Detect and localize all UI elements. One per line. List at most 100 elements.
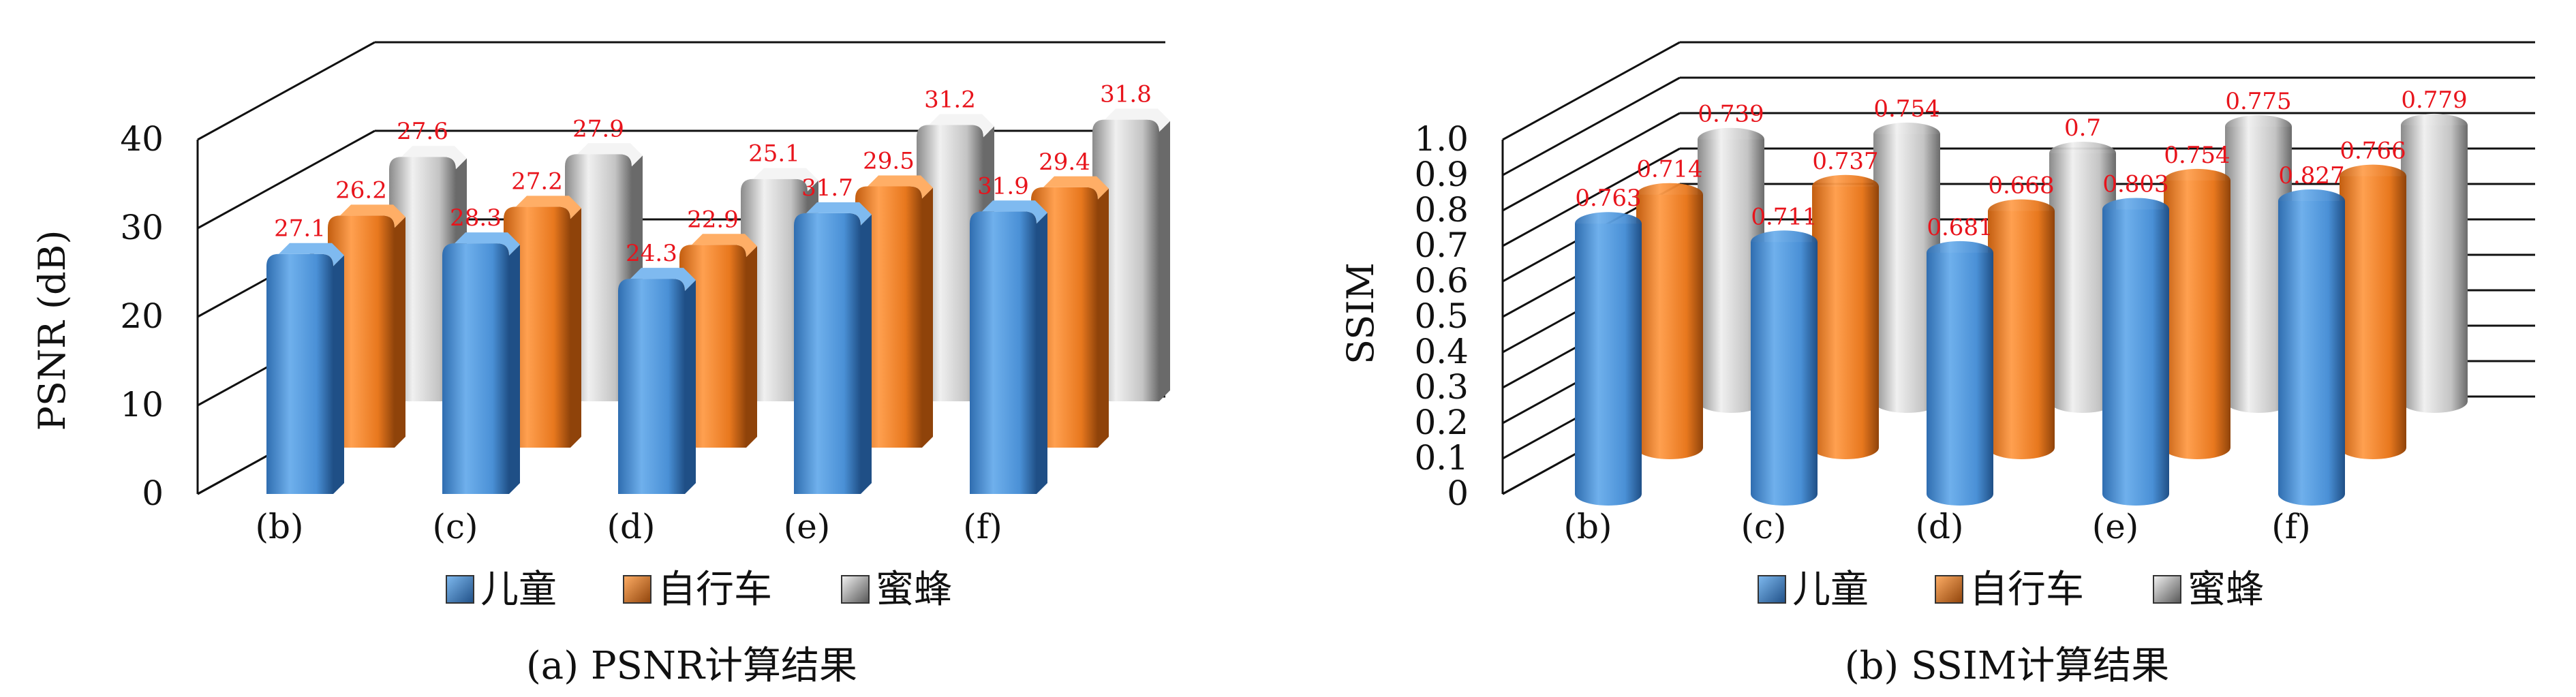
bar-bee-2 — [741, 179, 808, 401]
y-tick-label: 0 — [142, 474, 164, 513]
legend-label-bee: 蜜蜂 — [876, 568, 952, 612]
bar-bicycle-3-top — [2164, 168, 2230, 192]
gridline-diagonal — [197, 41, 375, 141]
y-tick-label: 40 — [120, 119, 164, 159]
bar-children-2 — [1927, 252, 1993, 506]
y-tick-label: 10 — [120, 385, 164, 424]
value-label-children-2: 24.3 — [626, 240, 677, 267]
bar-bee-1 — [1873, 134, 1940, 414]
x-tick-label: (d) — [607, 507, 655, 546]
bar-children-1 — [442, 243, 509, 494]
legend-label-children: 儿童 — [480, 568, 557, 612]
bar-bicycle-1-top — [1812, 174, 1879, 198]
value-label-bicycle-0: 26.2 — [335, 176, 387, 204]
legend-swatch-children — [446, 575, 474, 604]
value-label-children-0: 0.763 — [1575, 185, 1641, 212]
gridline-diagonal — [1502, 147, 1681, 247]
bar-bee-2-top — [2049, 142, 2116, 165]
bar-children-4-top — [982, 200, 1047, 224]
value-label-children-1: 0.711 — [1751, 203, 1817, 230]
bar-bicycle-3 — [2164, 180, 2230, 459]
ssim-chart: 00.10.20.30.40.50.60.70.80.91.0SSIM0.739… — [1339, 41, 2535, 546]
legend-swatch-bicycle — [623, 575, 651, 604]
bar-bicycle-4 — [2340, 176, 2406, 459]
bar-children-4-side — [1037, 213, 1047, 494]
bar-bee-1-top — [1873, 122, 1940, 146]
bar-bicycle-1-top — [516, 196, 581, 219]
y-tick-label: 1.0 — [1414, 119, 1469, 159]
x-tick-label: (e) — [2092, 507, 2139, 546]
bar-children-2-side — [685, 280, 696, 494]
value-label-bee-2: 25.1 — [748, 140, 800, 168]
bar-children-4 — [2278, 200, 2345, 506]
bar-bee-2 — [2049, 153, 2116, 413]
value-label-bicycle-1: 27.2 — [511, 168, 563, 195]
value-label-bicycle-1: 0.737 — [1812, 148, 1878, 175]
bar-children-3 — [794, 213, 861, 494]
value-label-children-4: 0.827 — [2278, 162, 2344, 189]
bar-children-1-top — [1751, 230, 1818, 254]
bar-children-3-side — [861, 214, 872, 494]
bar-bee-1 — [565, 154, 632, 402]
bar-bicycle-4 — [1031, 187, 1098, 448]
bar-bee-4 — [1092, 119, 1159, 401]
bar-bee-4 — [2401, 125, 2468, 414]
bar-children-0-side — [333, 255, 344, 494]
value-label-bicycle-4: 29.4 — [1039, 149, 1090, 176]
value-label-bicycle-2: 0.668 — [1988, 172, 2054, 200]
value-label-children-4: 31.9 — [977, 172, 1029, 200]
gridline-diagonal — [197, 129, 375, 230]
bar-bee-4-top — [2401, 113, 2468, 137]
value-label-bee-1: 27.9 — [572, 115, 624, 142]
bar-bicycle-0-top — [340, 204, 405, 228]
bar-children-3-top — [2102, 198, 2169, 221]
value-label-bee-3: 31.2 — [924, 86, 976, 113]
y-tick-label: 0.2 — [1414, 403, 1469, 442]
legend-swatch-children — [1758, 575, 1786, 604]
y-tick-label: 0.3 — [1414, 367, 1469, 407]
bar-children-3 — [2102, 209, 2169, 506]
x-tick-label: (b) — [255, 507, 303, 546]
bar-bee-0 — [389, 157, 456, 401]
bar-bicycle-2-top — [692, 234, 757, 258]
bar-children-1-top — [455, 232, 520, 256]
value-label-children-3: 0.803 — [2102, 170, 2168, 198]
value-label-children-2: 0.681 — [1927, 214, 1993, 241]
value-label-bee-0: 27.6 — [397, 118, 448, 145]
bar-children-2-top — [1927, 241, 1993, 264]
bar-bee-4-side — [1159, 121, 1170, 401]
bar-bee-4-top — [1105, 108, 1170, 132]
value-label-bicycle-2: 22.9 — [687, 206, 739, 233]
y-tick-label: 0.9 — [1414, 155, 1469, 194]
value-label-children-0: 27.1 — [274, 215, 326, 243]
bar-bee-0-top — [401, 146, 467, 170]
bar-children-0-top — [1575, 212, 1642, 236]
value-label-bee-3: 0.775 — [2225, 88, 2291, 115]
y-tick-label: 0.6 — [1414, 261, 1469, 300]
y-tick-label: 0.7 — [1414, 226, 1469, 265]
value-label-bicycle-0: 0.714 — [1636, 156, 1702, 183]
bar-bicycle-4-top — [2340, 164, 2406, 188]
y-tick-label: 0.8 — [1414, 190, 1469, 230]
y-axis-title: PSNR (dB) — [31, 230, 74, 431]
legend-label-bicycle: 自行车 — [1969, 568, 2084, 612]
y-tick-label: 0.4 — [1414, 332, 1469, 371]
bar-children-2-top — [630, 268, 696, 292]
legend-label-bee: 蜜蜂 — [2188, 568, 2264, 612]
x-tick-label: (d) — [1915, 507, 1963, 546]
bar-bicycle-1 — [1812, 186, 1879, 459]
bar-bicycle-2 — [679, 245, 746, 448]
gridline-diagonal — [1502, 41, 1681, 141]
caption-ssim: (b) SSIM计算结果 — [1845, 644, 2170, 688]
bar-bee-3 — [917, 125, 983, 401]
bar-children-4-top — [2278, 189, 2345, 213]
bar-bee-3 — [2225, 127, 2292, 413]
gridline-diagonal — [1502, 76, 1681, 176]
value-label-bicycle-3: 29.5 — [863, 148, 915, 175]
bar-children-2 — [618, 279, 685, 494]
bar-children-0 — [266, 253, 333, 494]
value-label-bee-0: 0.739 — [1698, 101, 1764, 128]
x-tick-label: (f) — [2271, 507, 2311, 546]
gridline-diagonal — [1502, 112, 1681, 212]
